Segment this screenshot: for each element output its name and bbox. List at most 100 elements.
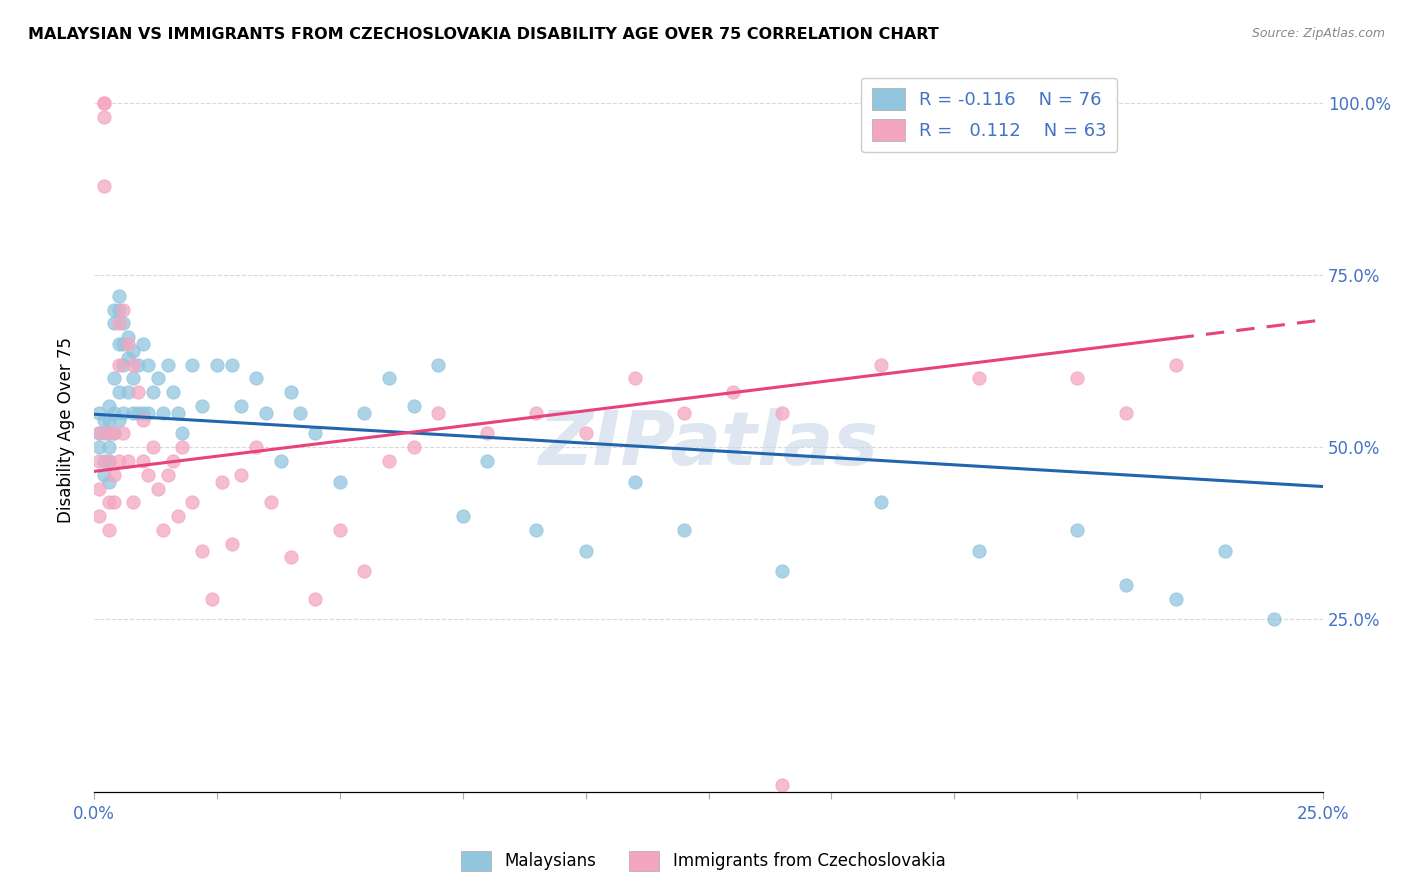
Point [87,482,110,496]
Point [112,302,135,317]
Point [270,454,292,468]
Point [132,454,155,468]
Point [136,467,159,482]
Point [1164,591,1187,606]
Point [107,454,129,468]
Point [623,371,645,385]
Point [97,399,120,413]
Point [672,406,695,420]
Point [112,406,135,420]
Point [87,426,110,441]
Point [107,289,129,303]
Point [103,316,125,330]
Point [156,358,179,372]
Point [1213,543,1236,558]
Point [93,413,115,427]
Point [575,543,598,558]
Point [103,426,125,441]
Point [231,399,253,413]
Point [107,385,129,400]
Point [280,385,302,400]
Point [378,454,401,468]
Point [87,426,110,441]
Point [201,591,224,606]
Point [112,316,135,330]
Point [290,406,312,420]
Point [967,371,990,385]
Point [97,426,120,441]
Point [136,358,159,372]
Point [97,440,120,454]
Point [353,564,375,578]
Point [280,550,302,565]
Point [402,440,425,454]
Legend: Malaysians, Immigrants from Czechoslovakia: Malaysians, Immigrants from Czechoslovak… [453,842,953,880]
Point [162,385,184,400]
Point [353,406,375,420]
Point [97,426,120,441]
Point [967,543,990,558]
Legend: R = -0.116    N = 76, R =   0.112    N = 63: R = -0.116 N = 76, R = 0.112 N = 63 [862,78,1118,153]
Point [181,358,204,372]
Y-axis label: Disability Age Over 75: Disability Age Over 75 [58,337,75,523]
Point [427,406,450,420]
Point [211,475,233,489]
Point [205,358,228,372]
Point [87,454,110,468]
Point [107,316,129,330]
Point [122,371,145,385]
Point [127,358,149,372]
Point [162,454,184,468]
Point [221,358,243,372]
Point [166,509,188,524]
Point [87,406,110,420]
Point [526,406,548,420]
Point [152,406,174,420]
Point [97,454,120,468]
Point [136,406,159,420]
Point [191,399,214,413]
Point [526,523,548,537]
Point [122,495,145,509]
Point [117,454,139,468]
Point [146,482,169,496]
Point [260,495,283,509]
Point [172,426,194,441]
Text: ZIPatlas: ZIPatlas [538,408,879,481]
Point [477,454,499,468]
Point [87,440,110,454]
Point [122,358,145,372]
Point [378,371,401,385]
Point [93,95,115,110]
Point [427,358,450,372]
Point [93,467,115,482]
Point [770,778,793,792]
Point [103,467,125,482]
Point [1066,523,1088,537]
Point [112,337,135,351]
Point [93,454,115,468]
Point [132,406,155,420]
Point [132,413,155,427]
Point [107,413,129,427]
Point [869,358,891,372]
Point [1115,578,1137,592]
Point [221,537,243,551]
Point [103,302,125,317]
Point [132,337,155,351]
Point [97,475,120,489]
Point [1263,612,1285,626]
Point [451,509,474,524]
Point [477,426,499,441]
Point [146,371,169,385]
Point [112,358,135,372]
Point [142,440,165,454]
Point [107,337,129,351]
Point [329,475,352,489]
Point [172,440,194,454]
Point [245,440,267,454]
Point [245,371,267,385]
Point [721,385,744,400]
Point [142,385,165,400]
Point [103,495,125,509]
